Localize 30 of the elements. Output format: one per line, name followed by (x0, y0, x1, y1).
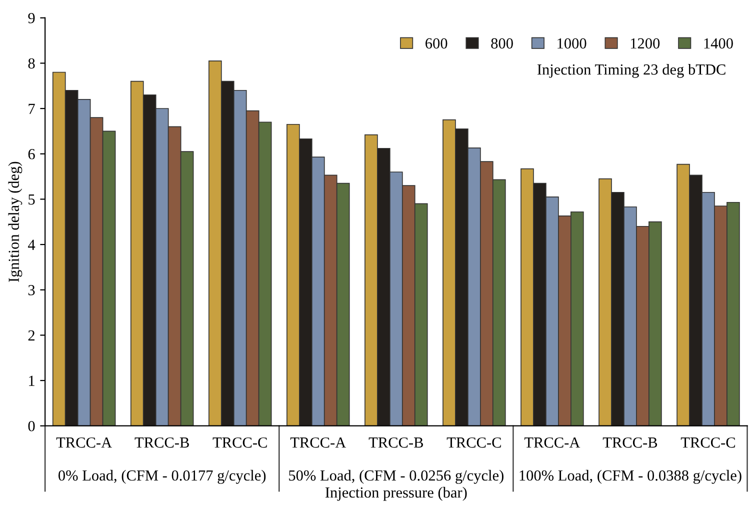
x-tick-label: TRCC-B (134, 437, 189, 448)
x-tick-label: TRCC-A (290, 437, 346, 448)
text: 50% Load, (CFM - 0.0256 g/cycle) (289, 470, 504, 484)
text: 0% Load, (CFM - 0.0177 g/cycle) (58, 470, 266, 484)
x-tick-label: TRCC-C (446, 437, 501, 448)
x-tick-label: TRCC-C (680, 437, 735, 448)
x-axis-title: Injection pressure (bar) (325, 486, 467, 501)
x-tick-label: TRCC-A (56, 437, 112, 448)
annotation: Injection Timing 23 deg bTDC (537, 64, 726, 78)
y-tick-label: 2 (28, 330, 34, 340)
y-tick-label: 0 (28, 420, 35, 432)
y-tick-label: 7 (28, 104, 35, 114)
y-tick-label: 4 (28, 240, 36, 250)
legend-label: 1400 (704, 38, 733, 49)
legend-label: 800 (491, 38, 513, 49)
y-tick-label: 3 (28, 285, 35, 296)
legend-label: 1200 (630, 38, 660, 49)
x-tick-label: TRCC-C (212, 437, 267, 448)
text: 100% Load, (CFM - 0.0388 g/cycle) (520, 470, 742, 484)
legend-label: 600 (426, 38, 448, 49)
y-tick-label: 6 (28, 149, 35, 160)
x-tick-label: TRCC-B (602, 437, 658, 448)
y-tick-label: 1 (29, 376, 34, 386)
x-tick-label: TRCC-B (368, 437, 423, 448)
legend-label: 1000 (558, 38, 586, 49)
y-tick-label: 9 (28, 13, 35, 24)
y-axis-title: Ignition delay (deg) (8, 162, 22, 282)
y-tick-label: 8 (28, 58, 35, 69)
x-tick-label: TRCC-A (524, 437, 580, 448)
y-tick-label: 5 (28, 194, 35, 205)
